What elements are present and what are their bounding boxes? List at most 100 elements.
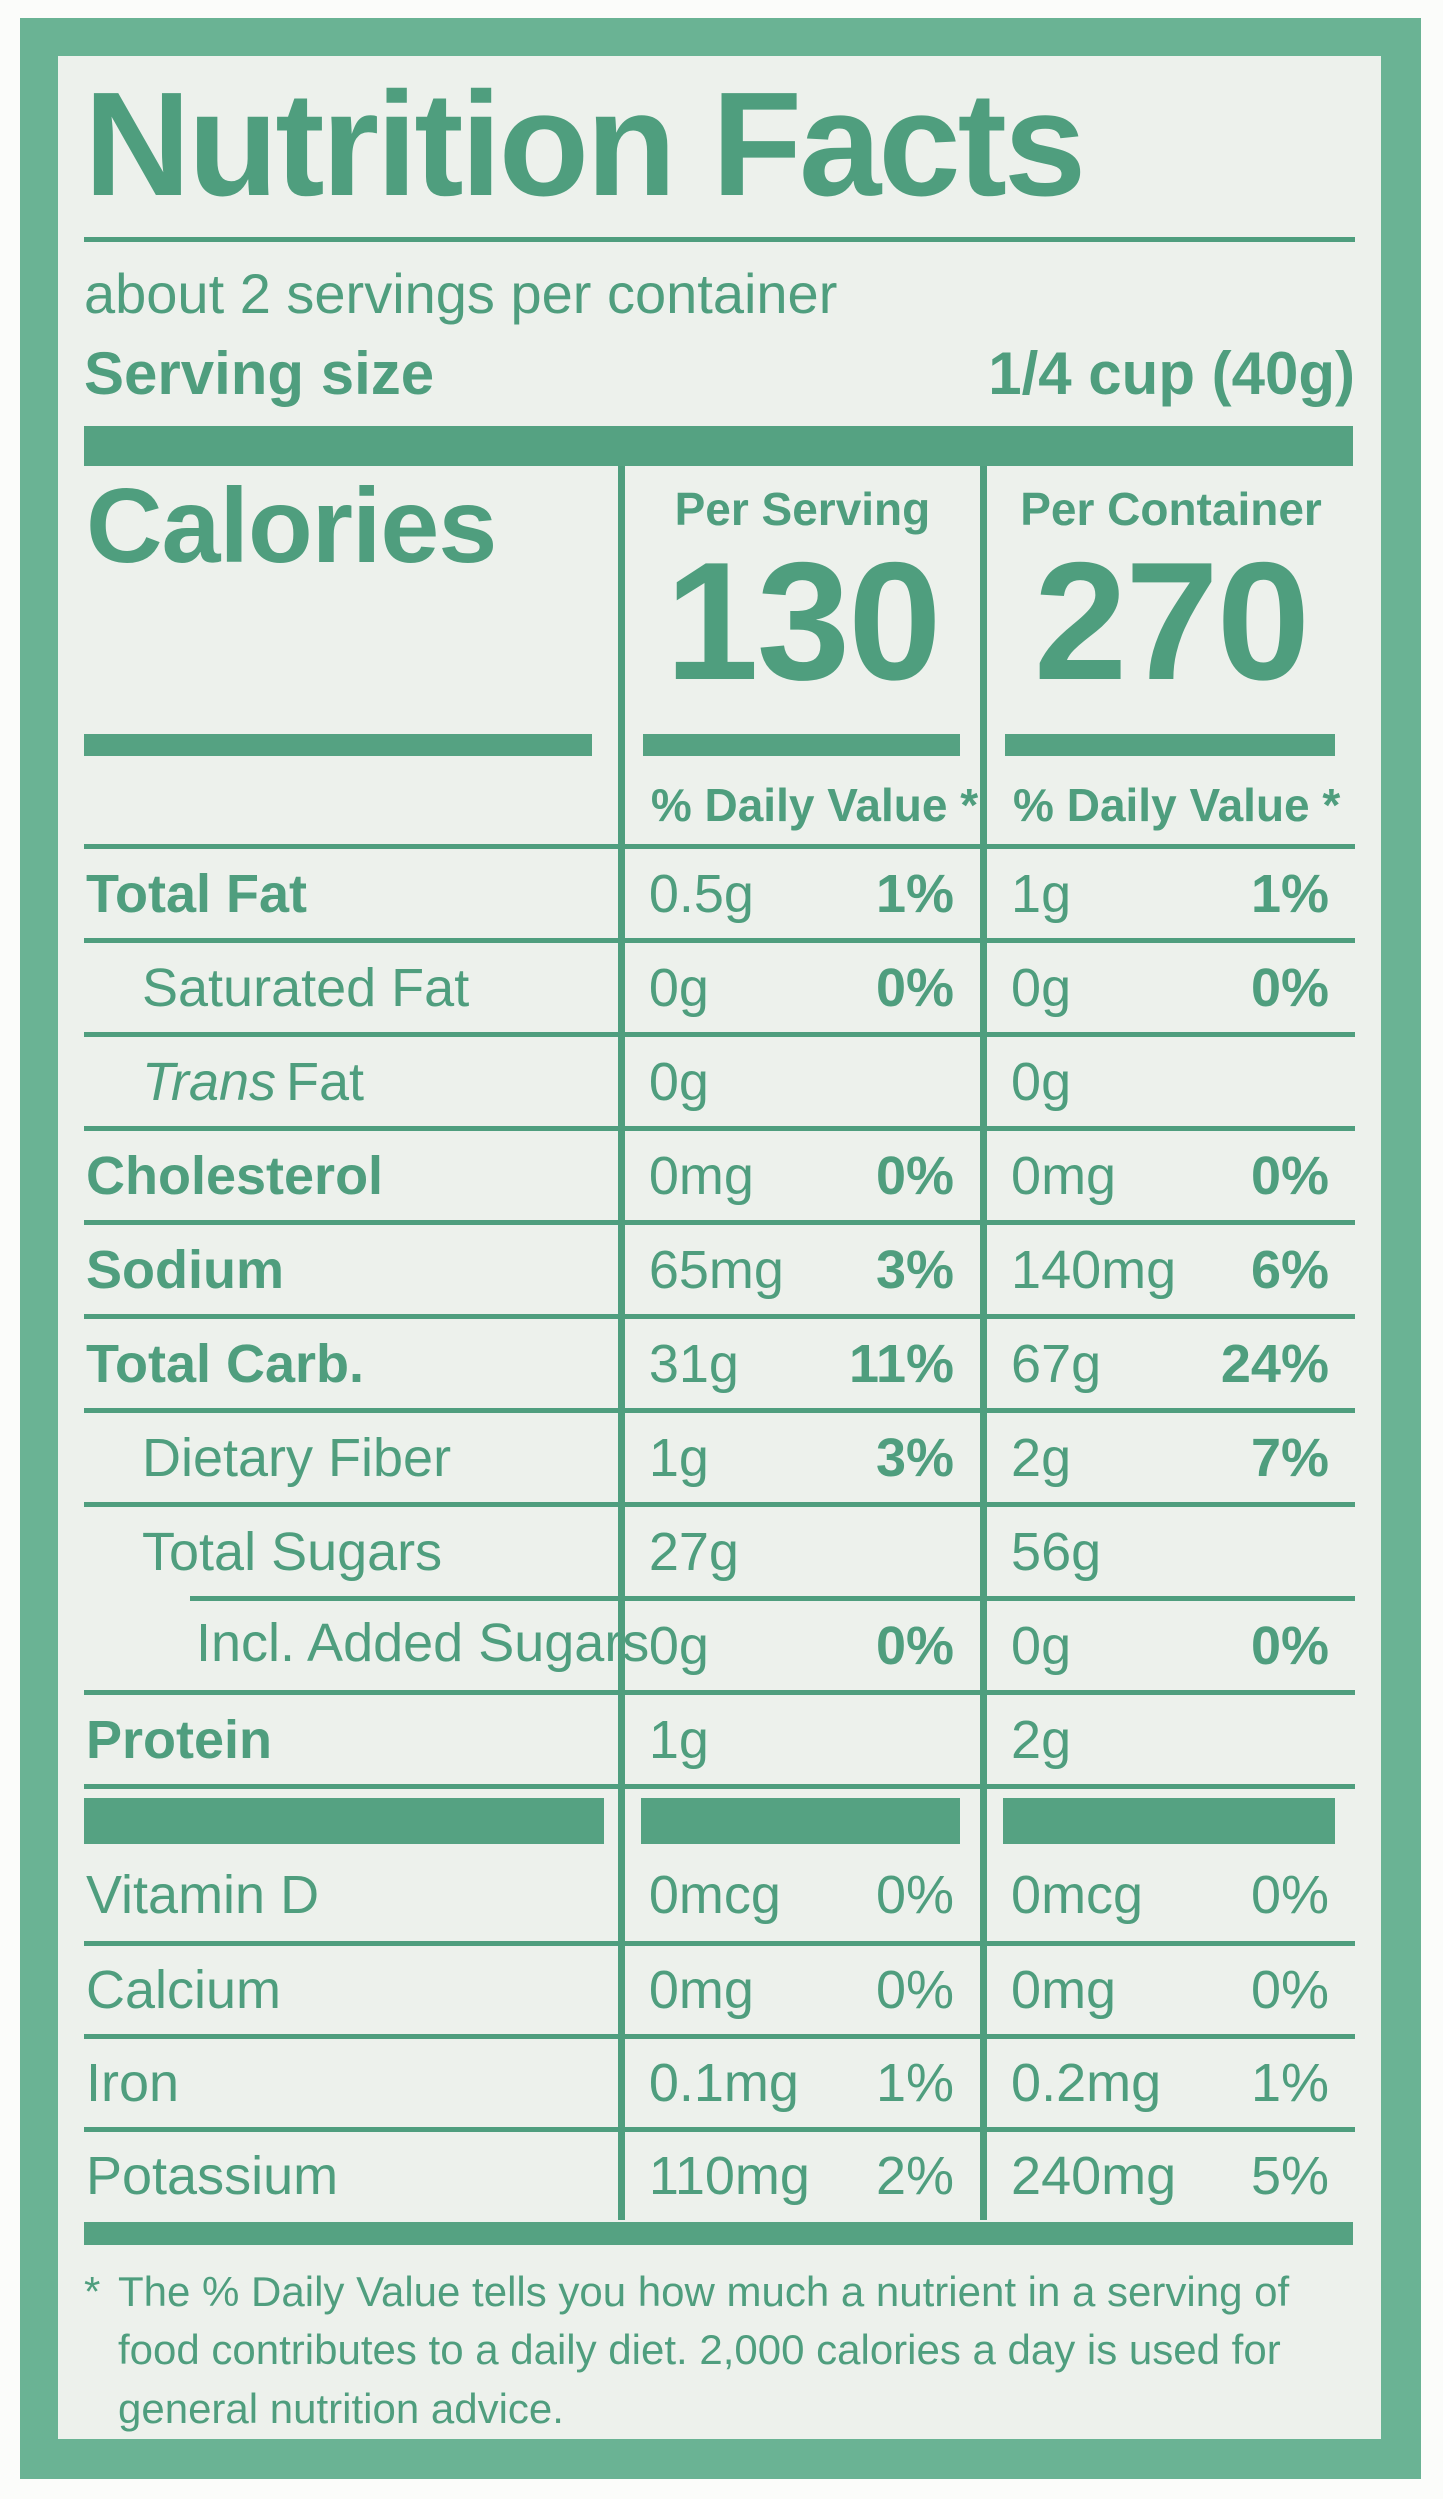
vitamin-serving-values: 0.1mg 1% (617, 2034, 981, 2128)
nutrient-dv: 7% (1250, 1427, 1329, 1488)
nutrient-container-values: 0mg 0% (980, 1126, 1355, 1221)
nutrient-amount: 2g (1011, 1427, 1072, 1488)
nutrient-amount: 1g (1011, 863, 1072, 924)
per-serving-calories-cell: Per Serving 130 (617, 466, 980, 767)
vitamin-dv: 1% (1250, 2053, 1329, 2114)
separator-bar (640, 1798, 961, 1845)
calories-underbar-label (84, 734, 592, 757)
separator-bar (1003, 1798, 1335, 1845)
separator-bar-thick (84, 425, 1353, 467)
nutrient-container-values: 0g 0% (980, 1596, 1355, 1691)
nutrient-label: Saturated Fat (84, 938, 618, 1032)
nutrient-amount: 1g (648, 1427, 709, 1488)
nutrient-serving-values: 1g 3% (617, 1408, 981, 1503)
nutrient-amount: 0mg (648, 1145, 754, 1206)
vitamin-dv: 0% (876, 1864, 955, 1925)
nutrient-amount: 0g (648, 1615, 709, 1676)
serving-size-row: Serving size 1/4 cup (40g) (84, 339, 1355, 408)
nutrient-label: Sodium (84, 1220, 618, 1314)
calories-cell: Calories (84, 466, 618, 766)
footnote: * The % Daily Value tells you how much a… (84, 2263, 1355, 2439)
vitamin-amount: 0mg (648, 1960, 754, 2021)
vitamin-serving-values: 110mg 2% (617, 2127, 981, 2221)
nutrient-dv: 6% (1250, 1239, 1329, 1300)
per-serving-header: Per Serving (674, 483, 931, 536)
nutrient-label: Protein (84, 1690, 618, 1784)
nutrient-serving-values: 0g (617, 1032, 981, 1127)
nutrient-container-values: 2g 7% (980, 1408, 1355, 1503)
nutrient-container-values: 0g 0% (980, 938, 1355, 1033)
nutrient-serving-values: 0g 0% (617, 938, 981, 1033)
nutrient-amount: 0g (1011, 957, 1072, 1018)
vitamin-amount: 0.2mg (1011, 2053, 1162, 2114)
separator-segment (84, 1784, 618, 1848)
separator-bar-bottom (84, 2222, 1353, 2245)
daily-value-header-container: % Daily Value * (980, 766, 1355, 845)
nutrient-label-rest: Fat (286, 1051, 365, 1112)
serving-size-label: Serving size (84, 339, 435, 407)
vitamin-container-values: 240mg 5% (980, 2127, 1355, 2221)
vitamin-dv: 0% (1250, 1960, 1329, 2021)
nutrient-serving-values: 31g 11% (617, 1314, 981, 1409)
nutrient-dv: 3% (876, 1427, 955, 1488)
vitamin-container-values: 0mg 0% (980, 1941, 1355, 2035)
nutrient-dv: 0% (1250, 1615, 1329, 1676)
nutrient-dv: 0% (1250, 1145, 1329, 1206)
nutrient-amount: 0mg (1011, 1145, 1117, 1206)
nutrient-dv: 1% (1250, 863, 1329, 924)
nutrient-container-values: 140mg 6% (980, 1220, 1355, 1315)
per-serving-calories-value: 130 (665, 527, 941, 716)
nutrient-dv: 0% (1250, 957, 1329, 1018)
nutrient-dv: 11% (848, 1333, 955, 1394)
calories-underbar-container (1005, 734, 1335, 757)
vitamin-amount: 0mcg (1011, 1864, 1144, 1925)
vitamin-container-values: 0.2mg 1% (980, 2034, 1355, 2128)
separator-bar (84, 1798, 604, 1845)
nutrient-dv: 24% (1220, 1333, 1329, 1394)
nutrient-container-values: 1g 1% (980, 844, 1355, 939)
nutrient-dv: 0% (876, 1145, 955, 1206)
calories-underbar-serving (642, 734, 961, 757)
nutrient-amount: 2g (1011, 1709, 1072, 1770)
nutrient-amount: 31g (648, 1333, 739, 1394)
nutrient-amount: 0g (648, 1051, 709, 1112)
vitamin-amount: 0mcg (648, 1864, 781, 1925)
nutrient-label: Dietary Fiber (84, 1408, 618, 1502)
nutrient-amount: 1g (648, 1709, 709, 1770)
footnote-marker: * (84, 2267, 101, 2315)
facts-table: Calories Per Serving 130 Per Container 2… (84, 466, 1355, 2221)
nutrient-dv: 3% (876, 1239, 955, 1300)
nutrient-dv: 0% (876, 1615, 955, 1676)
vitamin-dv: 2% (876, 2146, 955, 2207)
nutrient-amount: 0.5g (648, 863, 754, 924)
vitamin-amount: 0mg (1011, 1960, 1117, 2021)
vitamin-container-values: 0mcg 0% (980, 1848, 1355, 1942)
nutrient-container-values: 0g (980, 1032, 1355, 1127)
nutrient-amount: 27g (648, 1521, 739, 1582)
vitamin-dv: 0% (876, 1960, 955, 2021)
nutrient-label: Total Sugars (84, 1502, 618, 1596)
nutrition-facts-label: Nutrition Facts about 2 servings per con… (58, 56, 1381, 2439)
vitamin-serving-values: 0mcg 0% (617, 1848, 980, 1942)
servings-per-container: about 2 servings per container (84, 262, 838, 326)
per-container-header: Per Container (1020, 483, 1322, 536)
nutrient-serving-values: 65mg 3% (617, 1220, 981, 1315)
nutrient-serving-values: 0mg 0% (617, 1126, 981, 1221)
label-border-frame: Nutrition Facts about 2 servings per con… (20, 18, 1421, 2479)
nutrient-amount: 0g (1011, 1051, 1072, 1112)
nutrient-label: Trans Fat (84, 1032, 618, 1126)
nutrient-label: Total Carb. (84, 1314, 618, 1408)
per-container-calories-value: 270 (1033, 527, 1310, 716)
nutrient-amount: 0g (648, 957, 709, 1018)
nutrient-dv: 0% (876, 957, 955, 1018)
nutrient-container-values: 2g (980, 1690, 1355, 1785)
vitamin-label: Calcium (84, 1941, 618, 2034)
nutrient-container-values: 56g (980, 1502, 1355, 1597)
vitamin-amount: 240mg (1011, 2146, 1177, 2207)
nutrient-serving-values: 0g 0% (617, 1596, 981, 1691)
dv-header-spacer (84, 766, 618, 844)
nutrient-label: Incl. Added Sugars (84, 1596, 649, 1690)
vitamin-label: Vitamin D (86, 1864, 320, 1925)
nutrient-container-values: 67g 24% (980, 1314, 1355, 1409)
